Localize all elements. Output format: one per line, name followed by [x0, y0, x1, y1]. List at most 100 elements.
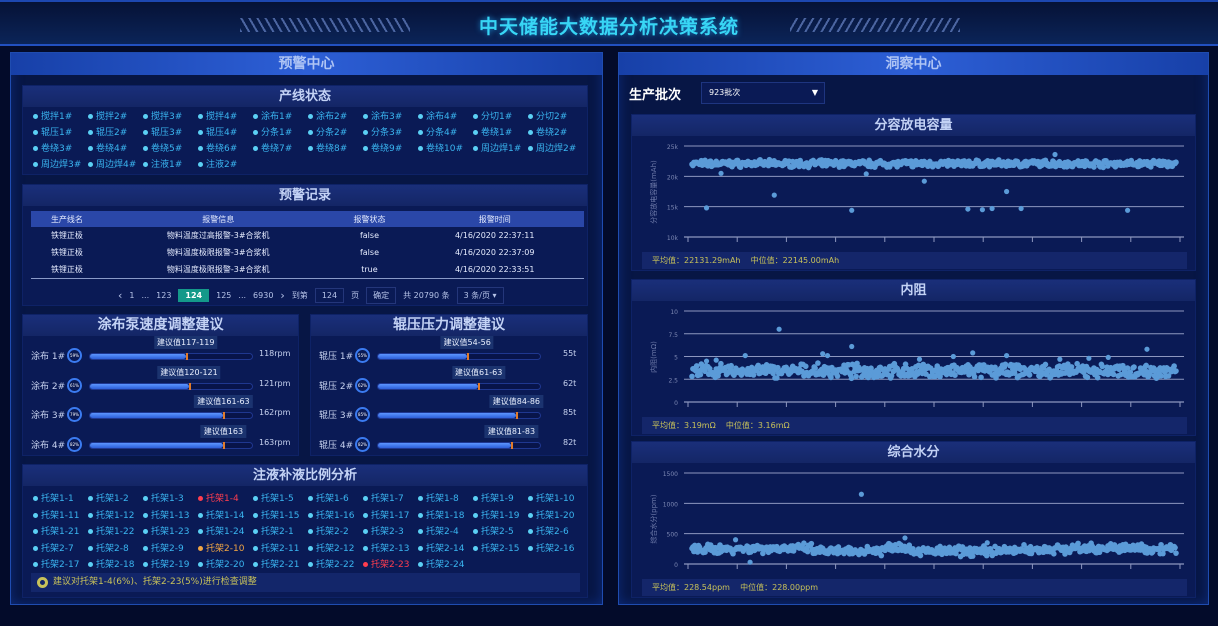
y-tick-label: 500 — [667, 532, 679, 539]
page-ellipsis[interactable]: ... — [238, 291, 247, 300]
tray-item[interactable]: 托架1-7 — [363, 492, 418, 508]
tray-item[interactable]: 托架1-4 — [198, 492, 253, 508]
line-status-item[interactable]: 卷绕10# — [418, 142, 473, 157]
line-status-item[interactable]: 注液2# — [198, 158, 253, 173]
tray-item[interactable]: 托架1-16 — [308, 509, 363, 525]
line-status-item[interactable]: 分条1# — [253, 126, 308, 141]
tray-item[interactable]: 托架1-17 — [363, 509, 418, 525]
goto-page-input[interactable]: 124 — [314, 288, 345, 303]
table-row[interactable]: 铁锂正极 物料温度过高报警-3#合浆机 false 4/16/2020 22:37:1… — [31, 227, 584, 244]
tray-item[interactable]: 托架1-3 — [143, 492, 198, 508]
table-row[interactable]: 铁锂正极 物料温度极限报警-3#合浆机 true 4/16/2020 22:33:51 — [31, 261, 584, 278]
line-status-item[interactable]: 涂布1# — [253, 110, 308, 125]
tray-item[interactable]: 托架1-22 — [88, 525, 143, 541]
tray-item[interactable]: 托架2-23 — [363, 558, 418, 574]
table-row[interactable]: 铁锂正极 物料温度极限报警-3#合浆机 false 4/16/2020 22:37:0… — [31, 244, 584, 261]
tray-item[interactable]: 托架2-24 — [418, 558, 473, 574]
tray-item[interactable]: 托架2-17 — [33, 558, 88, 574]
tray-item[interactable]: 托架2-15 — [473, 542, 528, 558]
tray-item[interactable]: 托架2-9 — [143, 542, 198, 558]
line-status-item[interactable]: 辊压3# — [143, 126, 198, 141]
tray-item[interactable]: 托架1-2 — [88, 492, 143, 508]
line-status-item[interactable]: 辊压2# — [88, 126, 143, 141]
line-status-item[interactable]: 卷绕9# — [363, 142, 418, 157]
tray-item[interactable]: 托架1-14 — [198, 509, 253, 525]
line-status-item[interactable]: 卷绕5# — [143, 142, 198, 157]
tray-item[interactable]: 托架1-10 — [528, 492, 583, 508]
line-status-item[interactable]: 周边焊4# — [88, 158, 143, 173]
batch-select[interactable]: 923批次 ▼ — [701, 82, 825, 104]
tray-item[interactable]: 托架1-5 — [253, 492, 308, 508]
tray-item[interactable]: 托架2-21 — [253, 558, 308, 574]
tray-item[interactable]: 托架2-7 — [33, 542, 88, 558]
line-status-item[interactable]: 分切2# — [528, 110, 583, 125]
tray-item[interactable]: 托架2-5 — [473, 525, 528, 541]
line-status-item[interactable]: 周边焊1# — [473, 142, 528, 157]
next-page-button[interactable]: › — [280, 289, 285, 302]
line-status-item[interactable]: 分条2# — [308, 126, 363, 141]
tray-item[interactable]: 托架2-19 — [143, 558, 198, 574]
line-status-item[interactable]: 分条3# — [363, 126, 418, 141]
confirm-button[interactable]: 确定 — [366, 287, 397, 304]
prev-page-button[interactable]: ‹ — [118, 289, 123, 302]
line-status-item[interactable]: 卷绕2# — [528, 126, 583, 141]
tray-item[interactable]: 托架2-14 — [418, 542, 473, 558]
line-status-item[interactable]: 卷绕1# — [473, 126, 528, 141]
tray-item[interactable]: 托架2-3 — [363, 525, 418, 541]
tray-item[interactable]: 托架2-11 — [253, 542, 308, 558]
tray-item[interactable]: 托架1-9 — [473, 492, 528, 508]
tray-item[interactable]: 托架2-1 — [253, 525, 308, 541]
outlier-point — [747, 559, 753, 565]
line-status-item[interactable]: 卷绕8# — [308, 142, 363, 157]
tray-item[interactable]: 托架2-2 — [308, 525, 363, 541]
line-status-item[interactable]: 搅拌4# — [198, 110, 253, 125]
line-status-item[interactable]: 分切1# — [473, 110, 528, 125]
page-link[interactable]: 1 — [129, 291, 135, 300]
tray-item[interactable]: 托架1-19 — [473, 509, 528, 525]
tray-item[interactable]: 托架1-1 — [33, 492, 88, 508]
tray-item[interactable]: 托架2-10 — [198, 542, 253, 558]
line-status-item[interactable]: 搅拌2# — [88, 110, 143, 125]
tray-item[interactable]: 托架1-20 — [528, 509, 583, 525]
tray-item[interactable]: 托架2-8 — [88, 542, 143, 558]
line-status-item[interactable]: 周边焊3# — [33, 158, 88, 173]
line-status-item[interactable]: 搅拌1# — [33, 110, 88, 125]
line-status-item[interactable]: 辊压4# — [198, 126, 253, 141]
line-status-item[interactable]: 涂布3# — [363, 110, 418, 125]
tray-item[interactable]: 托架2-16 — [528, 542, 583, 558]
tray-item[interactable]: 托架1-11 — [33, 509, 88, 525]
tray-item[interactable]: 托架1-15 — [253, 509, 308, 525]
tray-item[interactable]: 托架1-8 — [418, 492, 473, 508]
tray-item[interactable]: 托架1-6 — [308, 492, 363, 508]
line-status-item[interactable]: 搅拌3# — [143, 110, 198, 125]
line-status-item[interactable]: 注液1# — [143, 158, 198, 173]
tray-item[interactable]: 托架2-4 — [418, 525, 473, 541]
tray-item[interactable]: 托架1-18 — [418, 509, 473, 525]
line-status-item[interactable]: 分条4# — [418, 126, 473, 141]
tray-item[interactable]: 托架1-13 — [143, 509, 198, 525]
tray-item[interactable]: 托架2-13 — [363, 542, 418, 558]
line-status-item[interactable]: 周边焊2# — [528, 142, 583, 157]
page-size-select[interactable]: 3 条/页 ▾ — [456, 287, 504, 304]
line-status-item[interactable]: 卷绕4# — [88, 142, 143, 157]
tray-item[interactable]: 托架2-20 — [198, 558, 253, 574]
tray-item[interactable]: 托架2-18 — [88, 558, 143, 574]
line-status-item[interactable]: 卷绕6# — [198, 142, 253, 157]
tray-item[interactable]: 托架2-6 — [528, 525, 583, 541]
page-link[interactable]: 123 — [156, 291, 172, 300]
current-page[interactable]: 124 — [178, 289, 210, 302]
tray-item[interactable]: 托架1-24 — [198, 525, 253, 541]
line-status-item[interactable]: 涂布4# — [418, 110, 473, 125]
tray-item[interactable]: 托架2-22 — [308, 558, 363, 574]
tray-item[interactable]: 托架2-12 — [308, 542, 363, 558]
tray-item[interactable]: 托架1-21 — [33, 525, 88, 541]
line-status-item[interactable]: 辊压1# — [33, 126, 88, 141]
line-status-item[interactable]: 卷绕7# — [253, 142, 308, 157]
tray-item[interactable]: 托架1-23 — [143, 525, 198, 541]
tray-item[interactable]: 托架1-12 — [88, 509, 143, 525]
page-ellipsis[interactable]: ... — [141, 291, 150, 300]
page-link[interactable]: 6930 — [253, 291, 274, 300]
line-status-item[interactable]: 卷绕3# — [33, 142, 88, 157]
line-status-item[interactable]: 涂布2# — [308, 110, 363, 125]
page-link[interactable]: 125 — [216, 291, 232, 300]
